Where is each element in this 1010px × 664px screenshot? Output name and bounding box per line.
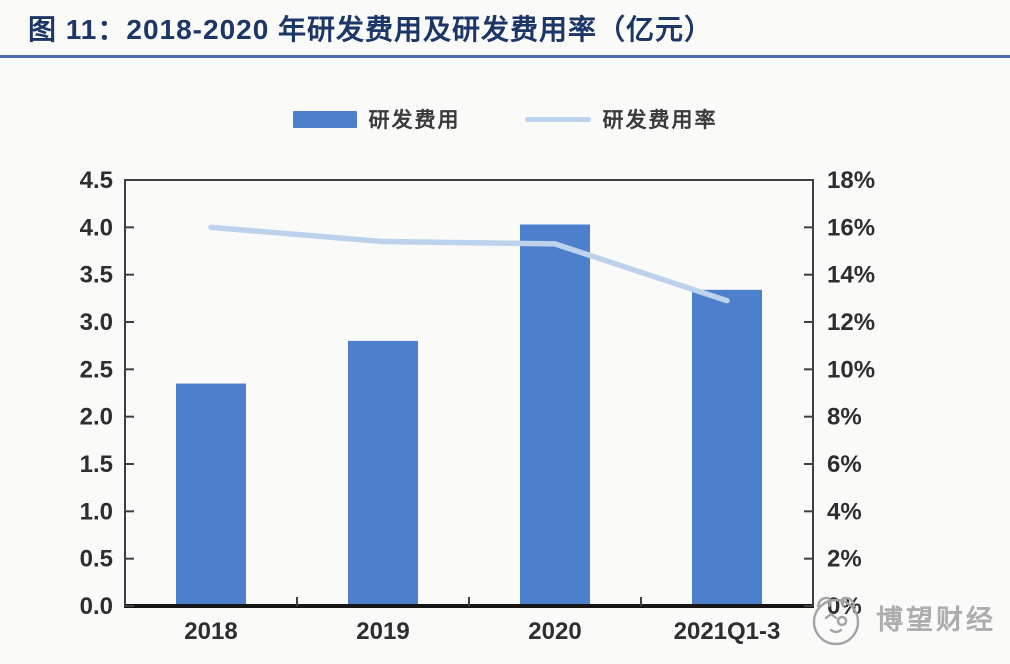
axis-tick-label: 6% xyxy=(827,451,862,478)
axis-tick-label: 3.5 xyxy=(80,262,113,289)
x-axis-label-2019: 2019 xyxy=(356,618,409,645)
axis-tick-label: 0.5 xyxy=(80,546,113,573)
title-underline xyxy=(0,55,1010,58)
legend-label-rd-expense: 研发费用 xyxy=(368,109,461,132)
axis-tick-label: 1.0 xyxy=(80,498,113,525)
axis-tick-label: 14% xyxy=(827,262,875,289)
bar-2020 xyxy=(520,224,590,606)
legend-item-rd-expense: 研发费用 xyxy=(292,104,461,134)
x-axis-label-2018: 2018 xyxy=(184,618,237,645)
axis-tick-label: 16% xyxy=(827,214,875,241)
trend-line xyxy=(208,224,730,304)
axis-tick-label: 4.5 xyxy=(80,167,113,194)
axis-tick-label: 8% xyxy=(827,404,862,431)
line-swatch xyxy=(524,116,591,122)
axis-tick-label: 10% xyxy=(827,356,875,383)
bar-2018 xyxy=(176,383,246,606)
legend-label-rd-expense-ratio: 研发费用率 xyxy=(602,109,718,132)
legend-item-rd-expense-ratio: 研发费用率 xyxy=(524,104,718,134)
axis-tick-label: 0% xyxy=(827,593,862,620)
x-axis-label-2020: 2020 xyxy=(528,618,581,645)
bar-2021Q1-3 xyxy=(692,289,762,606)
chart-legend: 研发费用 研发费用率 xyxy=(0,103,1010,135)
axis-tick-label: 1.5 xyxy=(80,451,113,478)
axis-tick-label: 4% xyxy=(827,498,862,525)
axis-tick-label: 12% xyxy=(827,309,875,336)
axis-tick-label: 0.0 xyxy=(80,593,113,620)
axis-tick-label: 18% xyxy=(827,167,875,194)
chart-canvas: 4.5 4.0 3.5 3.0 2.5 2.0 1.5 1.0 0.5 0.0 18% 16% 14% 1… xyxy=(80,167,875,645)
figure-title: 图 11：2018-2020 年研发费用及研发费用率（亿元） xyxy=(28,14,714,45)
axis-tick-label: 4.0 xyxy=(80,214,113,241)
bar-swatch xyxy=(292,110,357,128)
bar-2019 xyxy=(348,340,418,606)
axis-tick-label: 2.0 xyxy=(80,404,113,431)
x-axis-label-2021Q1-3: 2021Q1-3 xyxy=(674,618,781,645)
axis-tick-label: 3.0 xyxy=(80,309,113,336)
axis-tick-label: 2.5 xyxy=(80,356,113,383)
axis-tick-label: 2% xyxy=(827,546,862,573)
